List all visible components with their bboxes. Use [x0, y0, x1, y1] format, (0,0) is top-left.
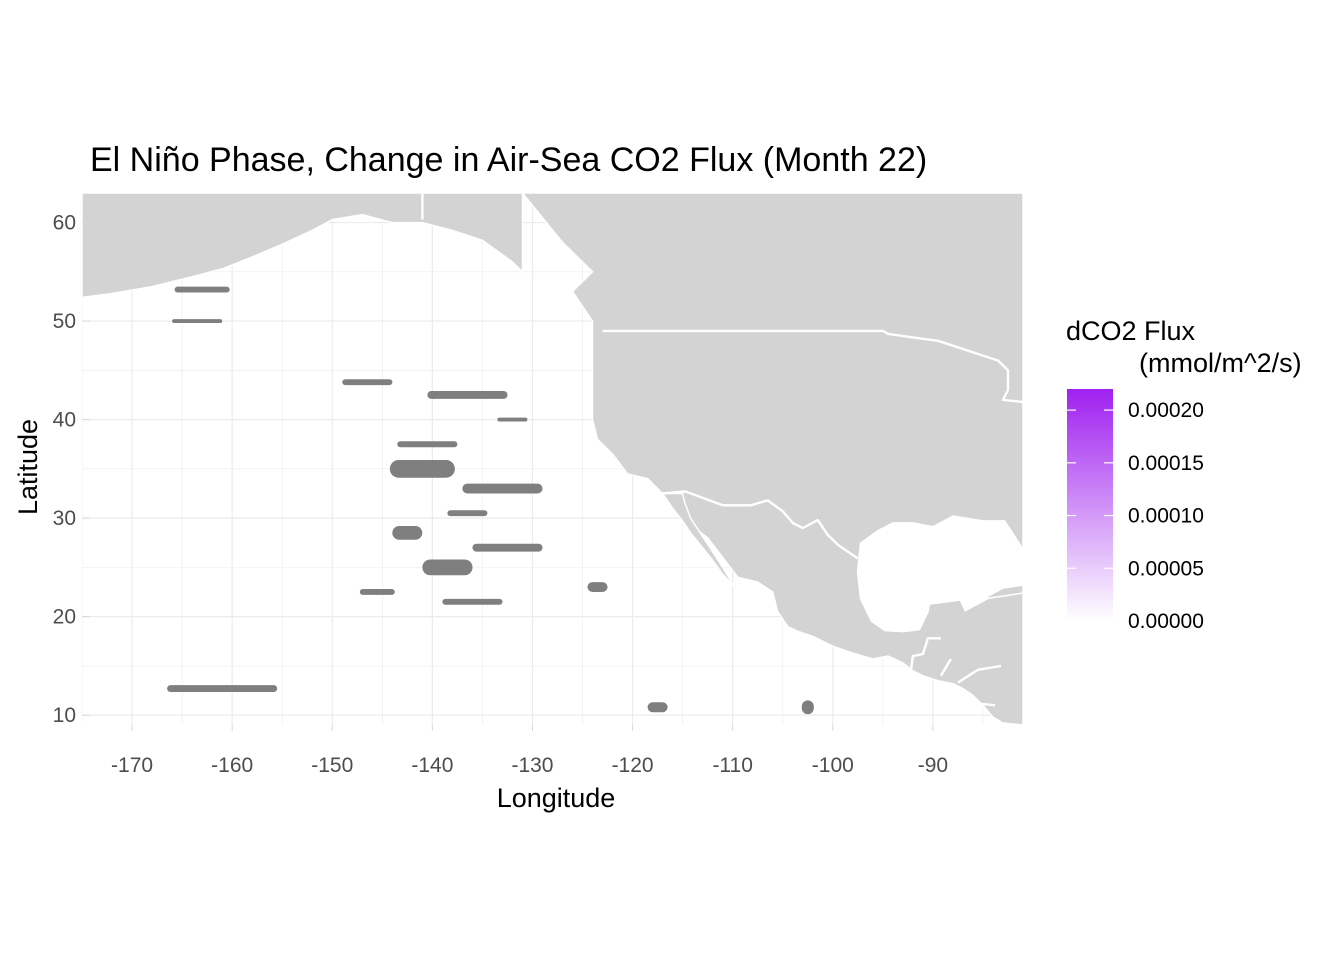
border-us-canada [602, 329, 1023, 404]
x-axis-title: Longitude [497, 783, 616, 813]
y-axis-title: Latitude [13, 419, 43, 515]
x-tick-label: -120 [612, 754, 654, 777]
x-tick-label: -130 [511, 754, 553, 777]
map-title: El Niño Phase, Change in Air-Sea CO2 Flu… [90, 141, 927, 179]
border-central-america-1 [939, 658, 952, 677]
land-masses [82, 193, 1023, 725]
legend-tick-label: 0.00005 [1128, 557, 1204, 580]
flux-patch [472, 543, 543, 552]
flux-patch [647, 702, 668, 713]
x-tick-label: -160 [211, 754, 253, 777]
flux-patch [392, 526, 423, 540]
flux-patch [462, 483, 543, 494]
flux-patch [422, 559, 473, 576]
x-tick-label: -170 [111, 754, 153, 777]
land-aleutians [82, 193, 524, 299]
legend-tick-label: 0.00015 [1128, 452, 1204, 475]
country-borders [421, 193, 1023, 707]
flux-patch [397, 441, 458, 448]
legend-title-line1: dCO2 Flux [1066, 316, 1196, 346]
land-gulf-of-mexico [856, 515, 1023, 633]
y-tick-label: 20 [53, 606, 76, 629]
flux-patch [172, 319, 223, 323]
legend-tick-label: 0.00010 [1128, 505, 1204, 528]
border-us-mexico [661, 490, 859, 560]
x-tick-label: -140 [411, 754, 453, 777]
legend-title-line2: (mmol/m^2/s) [1139, 348, 1302, 378]
flux-patch [389, 460, 455, 478]
flux-patches [167, 286, 814, 715]
color-legend: dCO2 Flux (mmol/m^2/s) 0.000000.000050.0… [1066, 316, 1302, 633]
y-tick-label: 10 [53, 704, 76, 727]
flux-patch [587, 582, 608, 592]
flux-patch [801, 700, 814, 715]
legend-colorbar [1067, 389, 1113, 621]
map-panel [82, 193, 1023, 725]
x-tick-label: -150 [311, 754, 353, 777]
flux-patch [447, 510, 488, 517]
border-central-america-3 [975, 702, 996, 707]
y-tick-label: 40 [53, 409, 76, 432]
border-guatemala-mexico [909, 637, 941, 671]
land-cuba [982, 584, 1023, 600]
flux-patch [427, 391, 508, 399]
x-tick-label: -100 [812, 754, 854, 777]
y-axis: 10 20 30 40 50 60 [53, 212, 90, 727]
flux-patch [442, 598, 503, 605]
flux-patch [497, 417, 528, 422]
flux-patch [342, 379, 393, 386]
flux-patch [359, 589, 395, 595]
flux-patch [167, 685, 278, 692]
x-tick-label: -110 [712, 754, 752, 777]
legend-tick-label: 0.00020 [1128, 399, 1204, 422]
x-tick-label: -90 [918, 754, 948, 777]
legend-tick-label: 0.00000 [1128, 610, 1204, 633]
land-baja-california [661, 492, 736, 588]
x-axis: -170 -160 -150 -140 -130 -120 -110 -100 -90 [111, 725, 948, 777]
border-central-america-2 [957, 664, 1002, 684]
y-tick-label: 50 [53, 310, 76, 333]
legend-ticks: 0.00000 0.00005 0.00010 0.00015 0.00020 [1067, 399, 1204, 633]
flux-patch [174, 286, 230, 293]
y-tick-label: 30 [53, 507, 76, 530]
y-tick-label: 60 [53, 212, 76, 235]
